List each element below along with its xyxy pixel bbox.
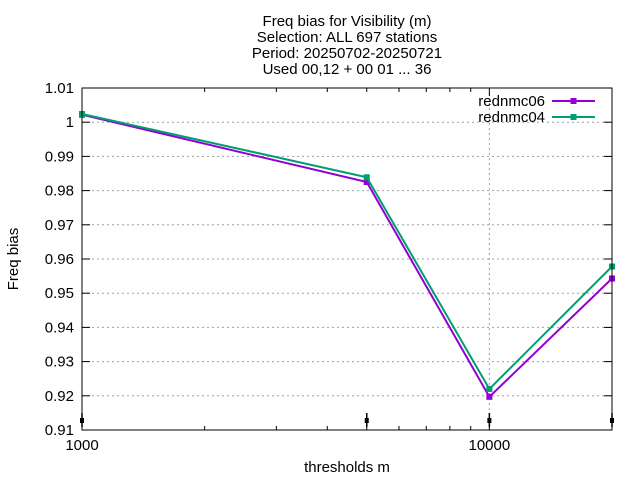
y-tick-label: 0.96: [45, 251, 74, 268]
data-point-rednmc06: [363, 179, 370, 186]
data-point-rednmc04: [363, 174, 370, 181]
data-point-rednmc06: [486, 393, 493, 400]
y-tick-label: 1.01: [45, 80, 74, 97]
x-tick-label: 10000: [469, 437, 511, 454]
sample-count-marker-point: [364, 418, 369, 423]
chart-title: Freq bias for Visibility (m)Selection: A…: [252, 13, 442, 78]
axis-ticks: 0.91 0.92 0.93 0.94 0.95 0.96 0.97 0.98 0.99 1 1.0…: [45, 80, 612, 454]
sample-markers: [80, 413, 614, 427]
y-axis-label: Freq bias: [5, 228, 22, 291]
y-tick-label: 0.93: [45, 354, 74, 371]
series-line-rednmc04: [81, 113, 613, 391]
plot-frame: [81, 87, 613, 431]
title-line-3: Period: 20250702-20250721: [252, 45, 442, 62]
title-line-4: Used 00,12 + 00 01 ... 36: [263, 61, 432, 78]
y-tick-label: 0.94: [45, 319, 74, 336]
data-point-rednmc04: [486, 385, 493, 392]
y-tick-label: 0.98: [45, 183, 74, 200]
y-tick-label: 0.92: [45, 388, 74, 405]
y-tick-label: 1: [66, 114, 74, 131]
legend-marker-rednmc04: [570, 114, 577, 120]
y-tick-label: 0.97: [45, 217, 74, 234]
y-tick-label: 0.99: [45, 148, 74, 165]
grid-lines: [82, 88, 612, 430]
title-line-1: Freq bias for Visibility (m): [263, 13, 432, 30]
data-series: [79, 110, 615, 400]
x-tick-label: 1000: [65, 437, 98, 454]
sample-count-marker-point: [487, 418, 492, 423]
legend-marker-rednmc06: [570, 98, 577, 104]
title-line-2: Selection: ALL 697 stations: [257, 29, 437, 46]
legend-label-rednmc06: rednmc06: [478, 93, 545, 110]
legend-label-rednmc04: rednmc04: [478, 109, 545, 126]
y-tick-label: 0.95: [45, 285, 74, 302]
series-line-rednmc06: [81, 113, 613, 399]
y-tick-label: 0.91: [45, 422, 74, 439]
x-axis-label: thresholds m: [304, 459, 390, 476]
